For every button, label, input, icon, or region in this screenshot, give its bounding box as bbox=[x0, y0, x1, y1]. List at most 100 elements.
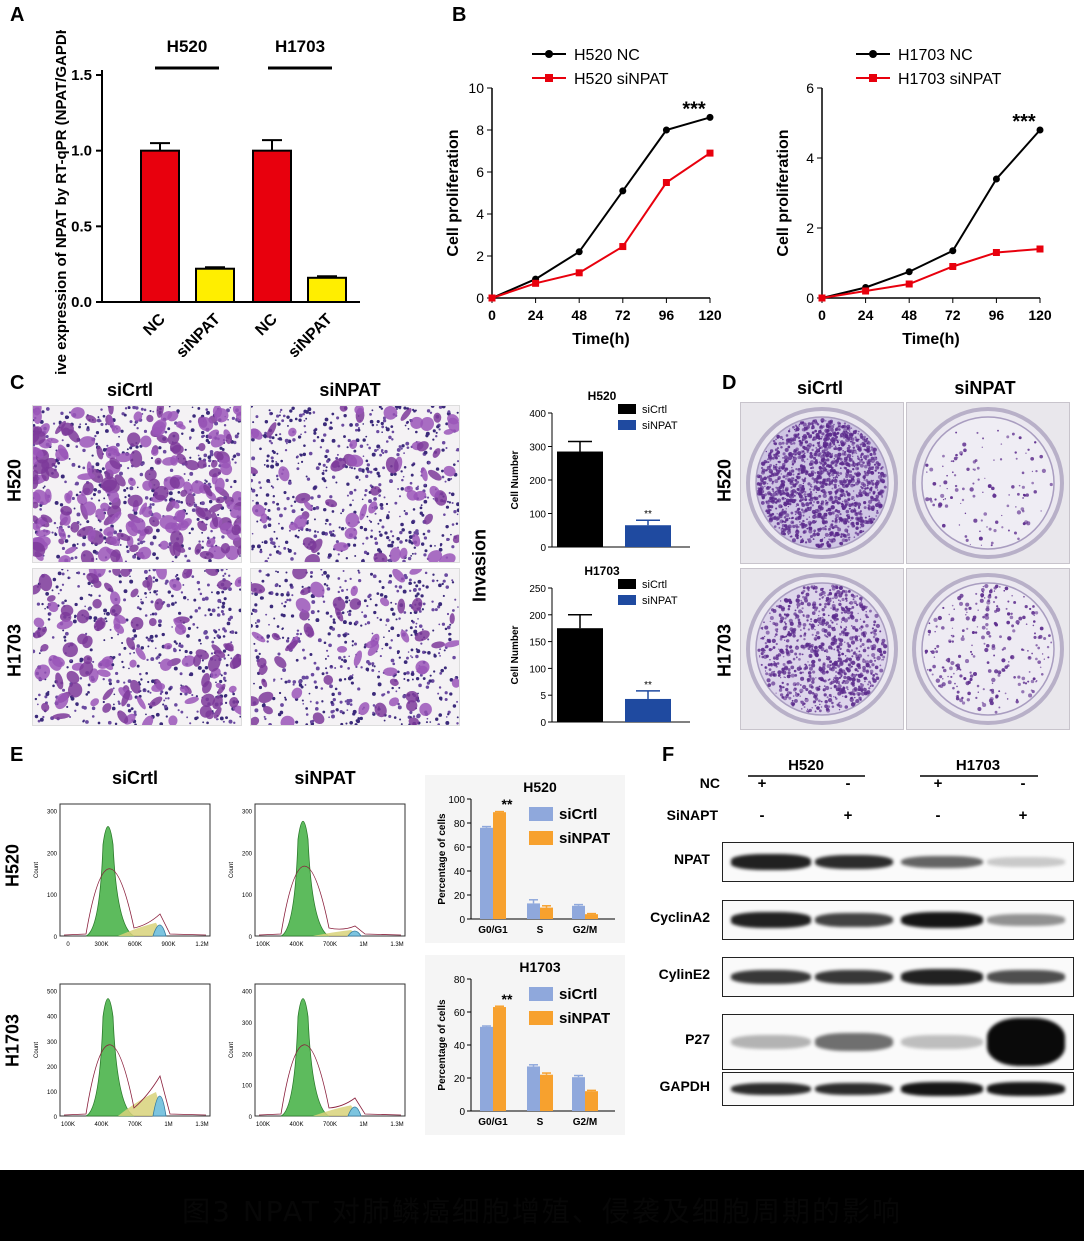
colony-dot bbox=[964, 535, 968, 538]
colony-dot bbox=[839, 600, 842, 602]
colony-dot bbox=[855, 521, 860, 526]
micrograph-pore bbox=[366, 463, 370, 467]
colony-dot bbox=[831, 586, 836, 591]
micrograph-pore bbox=[54, 532, 57, 535]
micrograph-pore bbox=[425, 431, 430, 436]
micrograph-pore bbox=[327, 632, 331, 636]
micrograph-pore bbox=[146, 658, 149, 662]
micrograph-h520-sictrl bbox=[32, 405, 242, 563]
colony-dot bbox=[850, 516, 854, 520]
colony-dot bbox=[779, 600, 782, 602]
colony-dot bbox=[800, 465, 804, 470]
colony-dot bbox=[820, 502, 823, 505]
colony-dot bbox=[781, 508, 784, 511]
colony-dot bbox=[872, 492, 875, 495]
panel-c-col-sictrl: siCrtl bbox=[106, 380, 153, 400]
micrograph-pore bbox=[286, 598, 289, 602]
micrograph-pore bbox=[296, 467, 300, 471]
colony-dot bbox=[797, 618, 801, 622]
colony-dot bbox=[840, 533, 843, 536]
micrograph-pore bbox=[150, 657, 155, 661]
micrograph-pore bbox=[300, 433, 302, 436]
micrograph-pore bbox=[156, 589, 159, 593]
micrograph-pore bbox=[270, 456, 274, 460]
colony-dot bbox=[833, 470, 837, 474]
micrograph-cell bbox=[142, 480, 153, 491]
micrograph-pore bbox=[201, 546, 204, 549]
colony-dot bbox=[821, 642, 825, 647]
colony-dot bbox=[828, 645, 832, 650]
micrograph-pore bbox=[422, 602, 426, 606]
micrograph-pore bbox=[284, 680, 288, 684]
micrograph-cell bbox=[47, 601, 59, 613]
micrograph-pore bbox=[165, 579, 169, 584]
micrograph-pore bbox=[308, 618, 310, 621]
micrograph-pore bbox=[152, 535, 157, 540]
micrograph-cell bbox=[86, 461, 93, 477]
colony-dot bbox=[820, 418, 825, 423]
colony-dot bbox=[868, 665, 872, 669]
colony-dot bbox=[843, 499, 848, 503]
micrograph-pore bbox=[351, 640, 355, 643]
colony-dot bbox=[986, 526, 988, 528]
micrograph-pore bbox=[233, 454, 237, 458]
colony-dot bbox=[836, 648, 840, 652]
colony-dot bbox=[812, 606, 816, 610]
colony-dot bbox=[841, 425, 845, 429]
micrograph-pore bbox=[228, 719, 233, 724]
colony-dot bbox=[797, 639, 799, 641]
colony-dot bbox=[832, 437, 836, 441]
micrograph-pore bbox=[445, 524, 449, 529]
micrograph-cell bbox=[215, 682, 223, 689]
colony-dot bbox=[797, 455, 801, 460]
micrograph-pore bbox=[390, 626, 395, 631]
colony-dot bbox=[802, 627, 806, 630]
colony-dot bbox=[834, 445, 837, 447]
micrograph-pore bbox=[315, 701, 319, 705]
micrograph-pore bbox=[233, 440, 237, 445]
micrograph-pore bbox=[414, 625, 418, 628]
colony-dot bbox=[760, 652, 764, 656]
micrograph-pore bbox=[44, 607, 46, 610]
colony-dot bbox=[851, 455, 854, 458]
colony-dot bbox=[776, 521, 780, 526]
micrograph-pore bbox=[298, 529, 301, 532]
colony-dot bbox=[850, 483, 854, 488]
micrograph-pore bbox=[41, 602, 44, 606]
micrograph-pore bbox=[263, 434, 267, 438]
micrograph-pore bbox=[174, 703, 178, 707]
micrograph-pore bbox=[402, 475, 405, 478]
micrograph-pore bbox=[299, 632, 303, 636]
colony-dot bbox=[775, 463, 778, 466]
micrograph-pore bbox=[97, 721, 101, 725]
micrograph-pore bbox=[269, 553, 272, 557]
micrograph-pore bbox=[263, 463, 266, 466]
colony-dot bbox=[826, 542, 832, 548]
colony-dot bbox=[826, 670, 829, 673]
micrograph-cell bbox=[220, 522, 234, 535]
colony-dot bbox=[822, 464, 825, 467]
micrograph-pore bbox=[345, 600, 349, 604]
micrograph-pore bbox=[278, 584, 281, 588]
micrograph-pore bbox=[251, 488, 256, 493]
colony-dot bbox=[822, 493, 827, 499]
colony-dot bbox=[1017, 537, 1020, 541]
colony-dot bbox=[797, 515, 802, 520]
micrograph-pore bbox=[357, 687, 361, 691]
colony-dot bbox=[991, 486, 995, 491]
micrograph-pore bbox=[319, 446, 323, 449]
plate-well bbox=[921, 416, 1055, 550]
micrograph-cell bbox=[229, 696, 239, 708]
micrograph-pore bbox=[391, 438, 394, 441]
chart-a-xtick-label: NC bbox=[140, 310, 169, 339]
micrograph-pore bbox=[228, 607, 232, 611]
micrograph-pore bbox=[222, 720, 225, 723]
micrograph-cell bbox=[153, 485, 169, 501]
micrograph-pore bbox=[369, 520, 373, 523]
colony-plate-h520-sinpat bbox=[906, 402, 1070, 564]
chart-point bbox=[488, 294, 496, 302]
colony-dot bbox=[864, 516, 867, 519]
micrograph-pore bbox=[323, 570, 327, 575]
micrograph-pore bbox=[168, 687, 172, 691]
colony-dot bbox=[868, 491, 871, 494]
